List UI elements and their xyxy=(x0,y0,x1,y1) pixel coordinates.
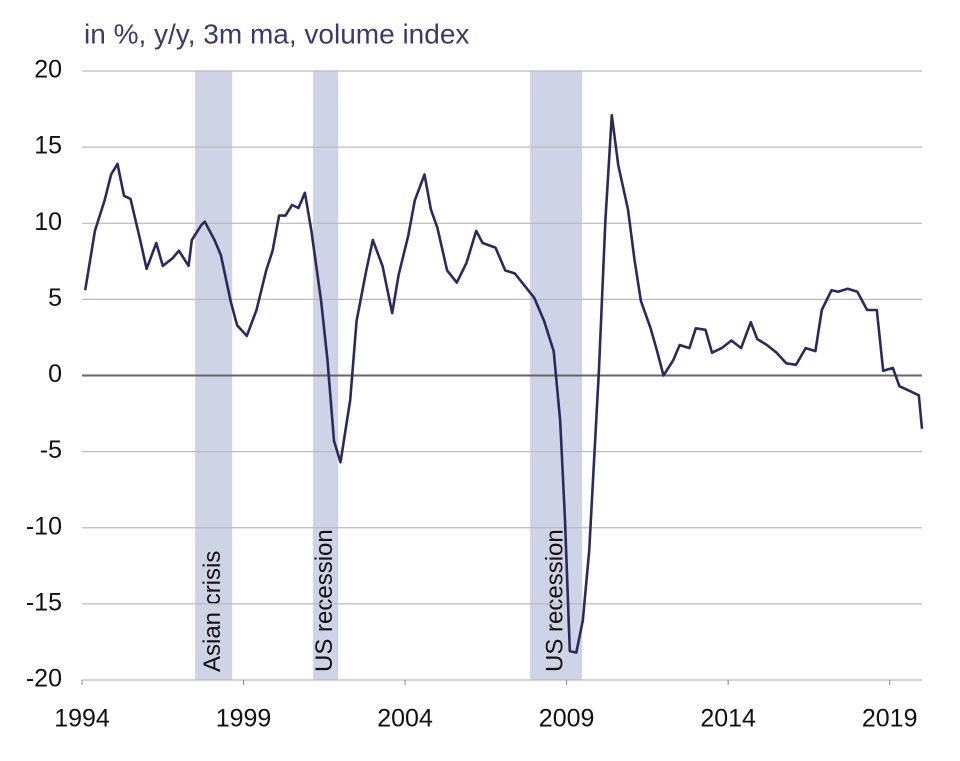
x-tick-label: 2009 xyxy=(539,705,595,733)
x-tick-label: 2004 xyxy=(377,705,433,733)
x-tick-label: 1999 xyxy=(216,705,272,733)
x-tick-label: 2014 xyxy=(700,705,756,733)
period-label: US recession xyxy=(541,529,568,672)
y-tick-label: -5 xyxy=(40,436,62,464)
y-tick-label: -10 xyxy=(26,512,62,540)
y-tick-label: 20 xyxy=(34,56,62,84)
x-tick-label: 2019 xyxy=(862,705,918,733)
chart-title: in %, y/y, 3m ma, volume index xyxy=(84,18,469,49)
y-tick-label: 5 xyxy=(48,284,62,312)
data-line xyxy=(83,113,924,654)
y-tick-label: -15 xyxy=(26,588,62,616)
period-label: Asian crisis xyxy=(199,551,226,672)
y-tick-label: 0 xyxy=(48,360,62,388)
y-tick-label: 15 xyxy=(34,132,62,160)
period-label: US recession xyxy=(311,529,338,672)
y-tick-label: -20 xyxy=(26,665,62,693)
x-tick-label: 1994 xyxy=(54,705,110,733)
y-tick-label: 10 xyxy=(34,208,62,236)
